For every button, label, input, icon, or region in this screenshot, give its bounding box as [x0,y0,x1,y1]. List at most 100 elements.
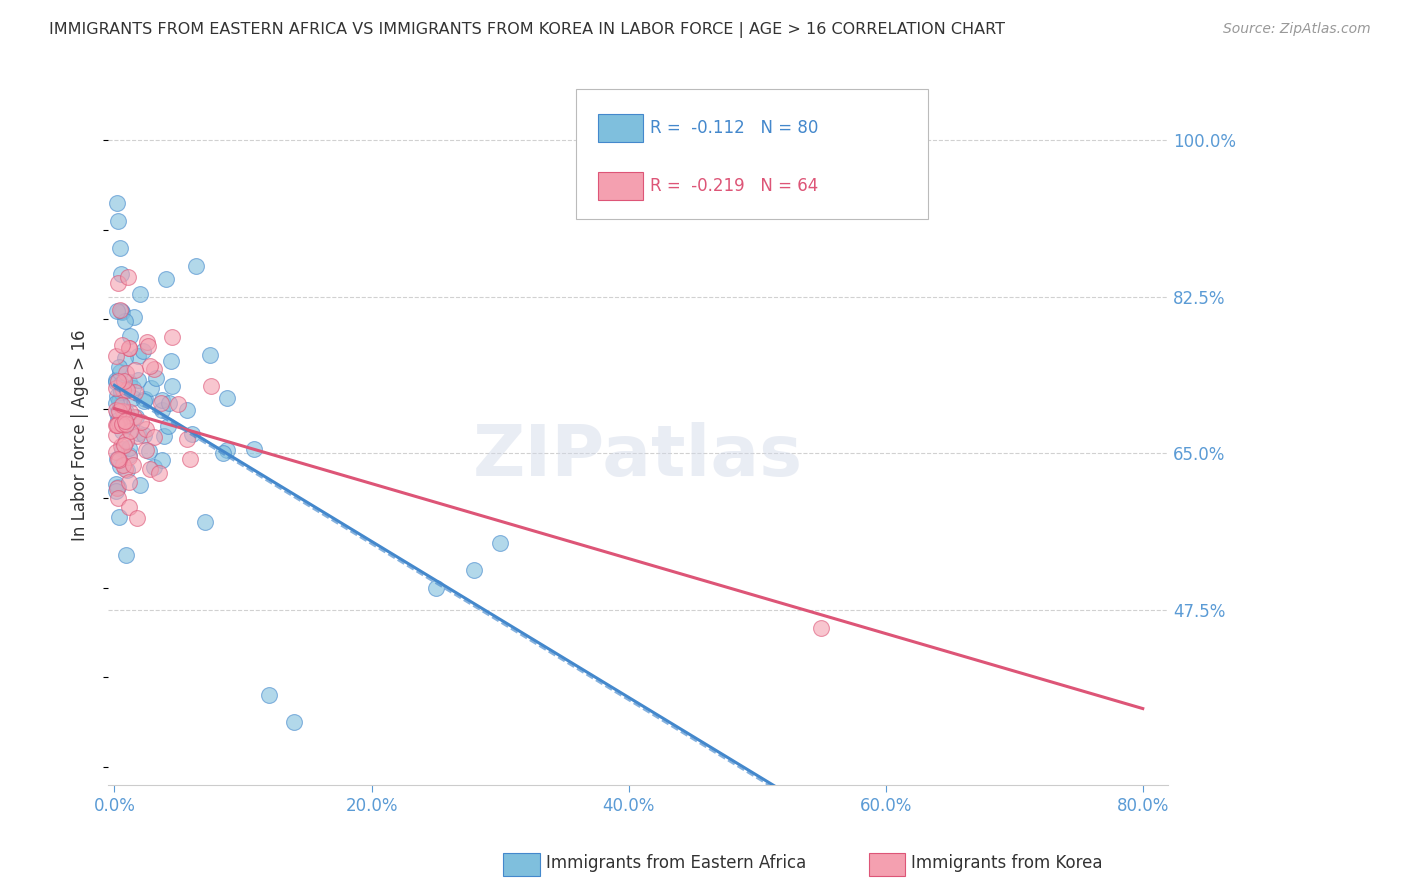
Point [112,415,135,429]
Point [107,418,129,433]
Point [108,240,131,254]
Point [111,458,134,473]
Point [104,445,127,459]
Point [114,408,136,422]
Point [150,403,173,417]
Point [104,476,127,491]
Point [117,341,139,355]
Point [110,397,132,411]
Point [112,403,135,417]
Point [107,374,129,388]
Point [124,409,146,424]
Point [176,433,198,447]
Point [118,375,141,389]
Text: Immigrants from Korea: Immigrants from Korea [911,855,1102,872]
Point [115,548,138,562]
Point [115,366,138,380]
Point [121,391,143,405]
Point [107,404,129,418]
Point [463,563,485,577]
Point [108,417,131,431]
Point [110,424,132,438]
Point [104,417,127,432]
Point [114,434,136,448]
Point [111,398,134,412]
Point [127,429,149,443]
Point [150,396,173,410]
Point [810,621,832,635]
Point [142,430,165,444]
Point [107,394,129,409]
Text: Immigrants from Eastern Africa: Immigrants from Eastern Africa [546,855,806,872]
Point [127,425,149,440]
Point [283,715,305,730]
Point [111,417,134,432]
Point [107,277,129,291]
Point [108,510,131,524]
Point [108,303,131,318]
Point [122,310,145,324]
Point [134,428,156,442]
Point [145,371,167,385]
Point [124,363,146,377]
Point [110,439,132,453]
Point [118,500,141,514]
Point [115,417,138,432]
Point [215,391,238,405]
Point [118,441,141,455]
Point [105,389,128,403]
Point [107,491,129,505]
Point [108,453,131,467]
Point [114,412,136,426]
Point [128,287,150,301]
Text: Source: ZipAtlas.com: Source: ZipAtlas.com [1223,22,1371,37]
Text: R =  -0.219   N = 64: R = -0.219 N = 64 [650,177,818,194]
Point [104,484,127,499]
Point [167,396,190,410]
Point [121,458,143,472]
Point [115,383,138,397]
Point [150,393,173,408]
Point [489,536,512,550]
Point [129,415,152,429]
Point [135,443,157,458]
Point [115,463,138,477]
Point [148,467,170,481]
Point [257,688,280,702]
Point [136,339,159,353]
Point [156,418,179,433]
Point [118,425,141,439]
Text: R =  -0.112   N = 80: R = -0.112 N = 80 [650,119,818,136]
Point [111,305,134,319]
Point [186,260,208,274]
Point [107,452,129,467]
Point [104,428,127,442]
Point [193,515,215,529]
Text: ZIPatlas: ZIPatlas [474,422,803,491]
Point [105,481,128,495]
Point [110,268,132,282]
Point [115,405,138,419]
Point [425,581,447,595]
Point [108,458,131,473]
Point [139,359,162,374]
Point [128,478,150,492]
Point [110,442,132,456]
Point [120,329,142,343]
Point [211,446,233,460]
Point [198,348,221,362]
Point [150,452,173,467]
Point [105,452,128,467]
Point [104,396,127,410]
Point [107,413,129,427]
Point [125,410,148,425]
Point [157,396,180,410]
Point [115,418,138,433]
Point [138,444,160,458]
Point [105,417,128,432]
Point [104,350,127,364]
Point [105,195,128,210]
Point [124,384,146,399]
Point [135,335,157,350]
Point [107,213,129,227]
